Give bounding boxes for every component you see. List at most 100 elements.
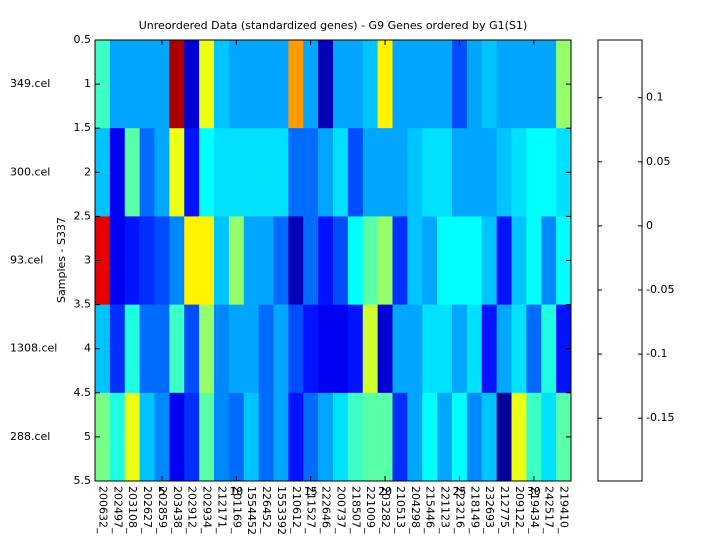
heatmap-cell	[288, 304, 304, 394]
heatmap-cell	[377, 392, 393, 482]
heatmap-cell	[154, 216, 170, 305]
x-tick-label: 10	[229, 485, 243, 498]
heatmap-cell	[243, 40, 259, 129]
heatmap-cell	[318, 392, 334, 482]
y-tick-label: 5.5	[74, 474, 92, 487]
heatmap-cell	[362, 392, 378, 482]
gene-label: 221123_	[439, 486, 452, 534]
heatmap-cell	[526, 40, 542, 129]
heatmap-cell	[228, 392, 245, 482]
heatmap-cell	[333, 304, 349, 394]
heatmap-cell	[258, 128, 274, 217]
y-tick-label: 0.5	[74, 33, 92, 46]
heatmap-cell	[362, 216, 378, 305]
heatmap-cell	[214, 40, 230, 129]
heatmap-cell	[184, 392, 200, 482]
gene-label: 202912_	[186, 486, 199, 534]
y-tick-label: 4.5	[74, 386, 92, 399]
x-tick-label: 20	[378, 485, 392, 498]
heatmap-cell	[541, 392, 557, 482]
heatmap-cell	[333, 216, 349, 305]
heatmap-cell	[139, 392, 155, 482]
heatmap-cell	[347, 40, 364, 129]
heatmap-cell	[347, 128, 364, 217]
x-tick-label: 15	[304, 485, 318, 498]
gene-label: 202627_	[141, 486, 154, 534]
y-axis-label: Samples - S337	[55, 217, 68, 303]
heatmap-cell	[407, 392, 423, 482]
heatmap-cell	[109, 40, 126, 129]
colorbar-tick-label: 0.1	[646, 91, 664, 104]
heatmap-cell	[407, 304, 423, 394]
heatmap-cell	[496, 304, 512, 394]
heatmap-cell	[481, 128, 497, 217]
heatmap-cell	[362, 40, 378, 129]
sample-label: 349.cel	[10, 77, 50, 90]
sample-label: 288.cel	[10, 430, 50, 443]
heatmap-cell	[109, 128, 126, 217]
heatmap-cell	[154, 128, 170, 217]
heatmap-cell	[258, 392, 274, 482]
heatmap-cell	[407, 40, 423, 129]
colorbar-tick-label: 0.05	[646, 155, 671, 168]
heatmap-cell	[437, 128, 453, 217]
heatmap-cell	[377, 216, 393, 305]
y-tick-label: 2	[84, 165, 91, 178]
heatmap-cell	[347, 304, 364, 394]
heatmap-cell	[511, 128, 527, 217]
heatmap-cell	[124, 216, 140, 305]
heatmap-cell	[347, 392, 364, 482]
heatmap-cell	[422, 128, 438, 217]
heatmap-cell	[258, 40, 274, 129]
heatmap-cell	[422, 304, 438, 394]
heatmap-cell	[496, 40, 512, 129]
y-tick-label: 2.5	[74, 209, 92, 222]
heatmap-cell	[184, 128, 200, 217]
y-tick-label: 1	[84, 77, 91, 90]
heatmap-cell	[377, 40, 393, 129]
heatmap-cell	[258, 216, 274, 305]
heatmap-cell	[481, 304, 497, 394]
colorbar-tick-label: -0.1	[646, 347, 667, 360]
gene-label: 200737_	[334, 486, 347, 534]
gene-label: 200632_	[96, 486, 109, 534]
heatmap-cell	[392, 40, 408, 129]
heatmap-cell	[392, 216, 408, 305]
heatmap-cell	[407, 128, 423, 217]
y-tick-label: 1.5	[74, 121, 92, 134]
heatmap-cell	[452, 40, 468, 129]
heatmap-cell	[243, 216, 259, 305]
heatmap-cell	[109, 392, 126, 482]
heatmap-cell	[511, 304, 527, 394]
heatmap-cell	[422, 216, 438, 305]
heatmap-cell	[541, 304, 557, 394]
gene-label: 211527_	[305, 486, 318, 534]
heatmap-cell	[258, 304, 274, 394]
gene-label: 1553392	[275, 486, 288, 535]
gene-label: 203108_	[126, 486, 139, 534]
heatmap-cell	[452, 216, 468, 305]
heatmap-cell	[333, 128, 349, 217]
heatmap-cell	[318, 40, 334, 129]
heatmap-cell	[199, 304, 215, 394]
heatmap-cell	[347, 216, 364, 305]
heatmap-cell	[481, 216, 497, 305]
sample-label: 93.cel	[10, 254, 43, 267]
heatmap-cell	[303, 216, 319, 305]
heatmap-cell	[437, 392, 453, 482]
heatmap-cell	[243, 128, 259, 217]
heatmap-cell	[437, 304, 453, 394]
heatmap-cell	[333, 392, 349, 482]
colorbar	[597, 39, 643, 482]
heatmap-cell	[184, 216, 200, 305]
y-tick-label: 5	[84, 430, 91, 443]
heatmap-cell	[466, 216, 483, 305]
heatmap-cell	[273, 128, 289, 217]
heatmap-cell	[95, 216, 111, 305]
gene-label: 209122_	[513, 486, 526, 534]
heatmap-cell	[318, 304, 334, 394]
heatmap-cell	[228, 40, 245, 129]
heatmap-cell	[303, 304, 319, 394]
heatmap-cell	[214, 304, 230, 394]
heatmap-cell	[556, 128, 572, 217]
